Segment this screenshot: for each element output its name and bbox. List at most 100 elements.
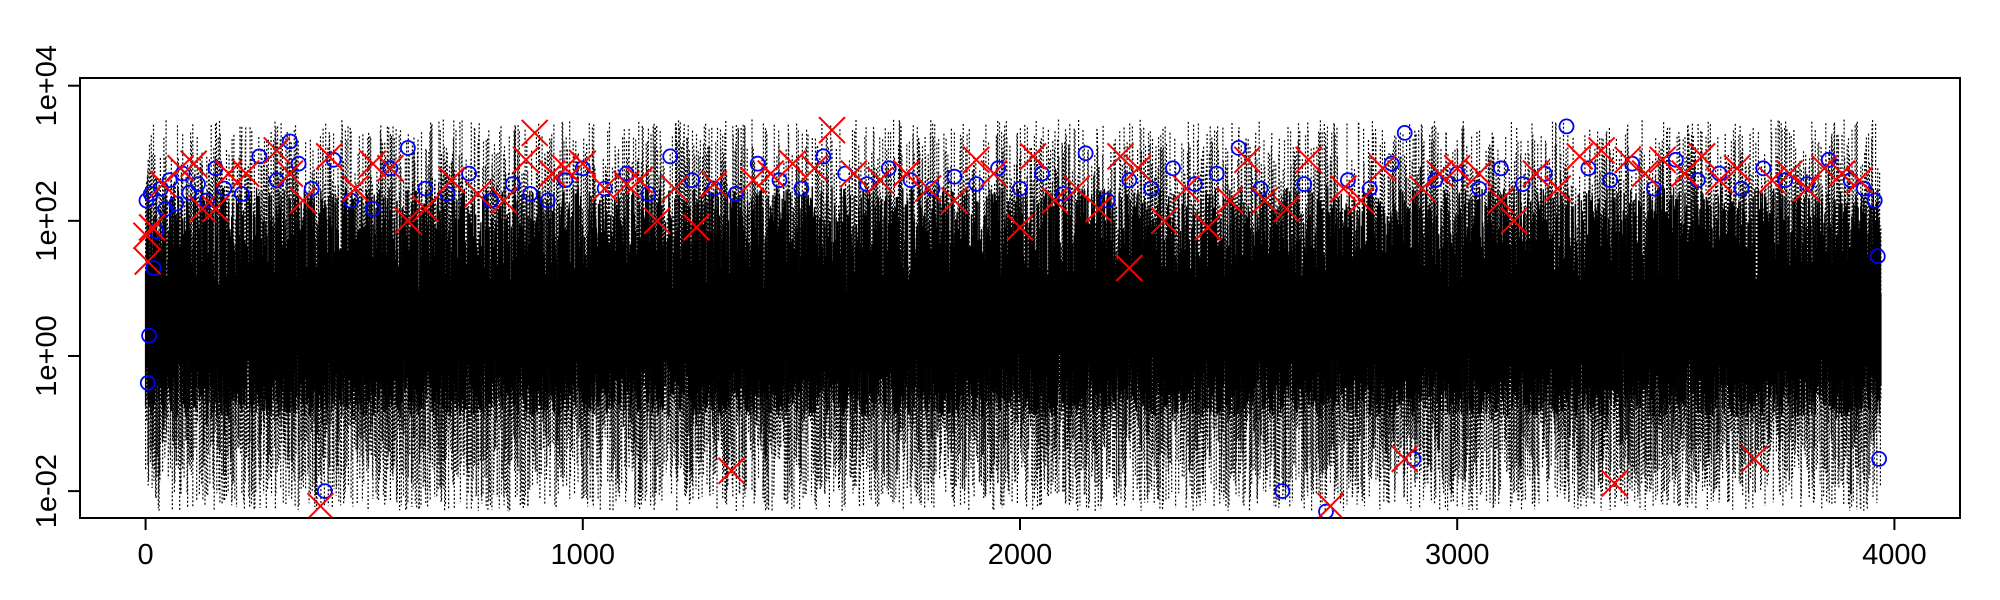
data-point-circle (662, 148, 679, 165)
data-point-cross (1194, 213, 1222, 242)
data-point-circle (1361, 180, 1378, 197)
data-point-circle (793, 180, 810, 197)
data-point-cross (1316, 492, 1345, 518)
data-point-circle (1274, 483, 1291, 500)
data-point-cross (1426, 159, 1454, 188)
data-point-circle (181, 184, 198, 201)
data-point-cross (643, 207, 671, 235)
data-point-cross (306, 492, 335, 518)
data-point-circle (139, 374, 156, 391)
data-point-cross (1294, 146, 1323, 174)
data-point-cross (840, 159, 868, 188)
data-point-circle (1820, 151, 1837, 168)
data-point-circle (141, 327, 158, 344)
data-point-cross (394, 207, 422, 235)
data-point-cross (1369, 154, 1397, 182)
data-point-circle (1230, 139, 1247, 156)
data-point-cross (359, 150, 387, 178)
data-point-cross (1705, 166, 1734, 194)
data-point-circle (251, 148, 268, 165)
data-point-circle (1318, 503, 1334, 518)
data-point-cross (1565, 142, 1594, 171)
data-point-circle (1143, 180, 1160, 197)
data-point-cross (892, 159, 921, 188)
data-point-cross (1740, 445, 1769, 473)
data-point-cross (551, 154, 580, 182)
data-point-circle (522, 185, 539, 202)
x-tick-label: 3000 (1425, 539, 1490, 571)
data-point-cross (1500, 207, 1528, 235)
data-point-cross (1845, 166, 1874, 194)
x-tick-label: 0 (138, 539, 154, 571)
data-point-cross (512, 146, 540, 174)
data-point-circle (990, 160, 1006, 177)
data-point-circle (706, 180, 722, 197)
data-point-cross (590, 174, 619, 203)
data-point-cross (1408, 174, 1436, 203)
data-point-cross (1487, 186, 1515, 215)
data-point-cross (1793, 174, 1821, 203)
data-point-cross (149, 170, 177, 198)
data-point-circle (382, 160, 399, 177)
data-point-circle (461, 165, 478, 182)
series-spike-core (144, 187, 1882, 417)
data-point-cross (778, 150, 807, 178)
data-point-cross (1828, 159, 1856, 188)
data-point-cross (411, 195, 440, 223)
data-point-cross (1614, 146, 1642, 174)
data-point-circle (946, 168, 963, 185)
data-point-circle (290, 155, 307, 172)
series-spikes-layer (144, 119, 1882, 512)
data-point-circle (1733, 180, 1750, 197)
data-point-circle (1842, 172, 1859, 189)
data-point-cross (138, 213, 166, 242)
data-point-circle (924, 180, 941, 197)
data-point-cross (1150, 207, 1178, 235)
data-point-circle (1449, 165, 1466, 182)
data-point-circle (880, 160, 897, 177)
data-point-circle (303, 180, 320, 197)
data-point-circle (1165, 160, 1181, 177)
data-point-cross (818, 116, 846, 144)
data-point-cross (1465, 159, 1493, 188)
data-point-circle (1869, 248, 1886, 265)
data-point-circle (1034, 165, 1050, 182)
data-point-cross (569, 150, 597, 178)
data-point-cross (1522, 159, 1550, 188)
data-point-cross (464, 180, 492, 208)
data-point-cross (1587, 136, 1616, 165)
data-point-circle (1340, 172, 1356, 189)
data-point-circle (161, 172, 178, 189)
y-tick-label: 1e+04 (31, 45, 63, 126)
data-point-circle (1558, 118, 1575, 135)
data-point-cross (179, 150, 208, 178)
data-point-cross (1115, 254, 1144, 282)
series-crosses-layer (132, 116, 1874, 518)
data-point-cross (1251, 186, 1279, 215)
data-point-cross (1106, 142, 1135, 171)
x-tick-label: 1000 (551, 539, 616, 571)
data-point-circle (145, 260, 162, 277)
data-point-cross (717, 457, 746, 485)
data-point-circle (1427, 172, 1444, 189)
data-point-circle (1396, 124, 1413, 141)
data-point-cross (341, 174, 370, 203)
data-point-cross (700, 170, 728, 198)
data-point-cross (940, 186, 969, 215)
data-point-cross (520, 119, 549, 147)
data-point-circle (749, 155, 766, 172)
data-point-cross (188, 195, 217, 223)
data-point-cross (1041, 186, 1069, 215)
data-point-circle (1405, 450, 1422, 467)
data-point-circle (684, 172, 700, 189)
data-point-cross (660, 174, 689, 203)
data-point-cross (315, 142, 343, 171)
data-point-cross (1810, 154, 1839, 182)
data-point-cross (1544, 174, 1572, 203)
data-point-cross (866, 166, 894, 194)
data-point-circle (198, 192, 215, 209)
data-point-circle (1471, 180, 1487, 197)
data-point-cross (1233, 146, 1262, 174)
x-tick-label: 2000 (988, 539, 1053, 571)
data-point-cross (739, 166, 768, 194)
